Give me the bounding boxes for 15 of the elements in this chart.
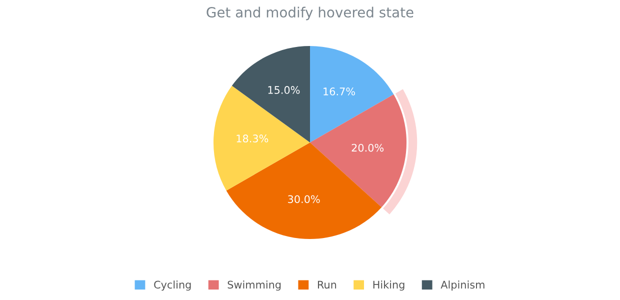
chart-title: Get and modify hovered state — [206, 6, 414, 20]
legend-label: Cycling — [154, 280, 191, 291]
data-label: 18.3% — [236, 134, 268, 142]
pie-slice — [232, 46, 310, 142]
pie-slice — [213, 86, 310, 191]
legend-label: Hiking — [373, 280, 404, 291]
data-label: 30.0% — [288, 195, 320, 204]
pie-slice — [310, 46, 394, 142]
pie-slice — [226, 142, 382, 240]
legend-label: Swimming — [228, 280, 281, 291]
data-label: 15.0% — [268, 86, 300, 94]
data-label: 20.0% — [352, 144, 384, 152]
legend-label: Run — [318, 280, 336, 289]
legend-label: Alpinism — [440, 280, 484, 291]
data-label: 16.7% — [324, 88, 355, 96]
